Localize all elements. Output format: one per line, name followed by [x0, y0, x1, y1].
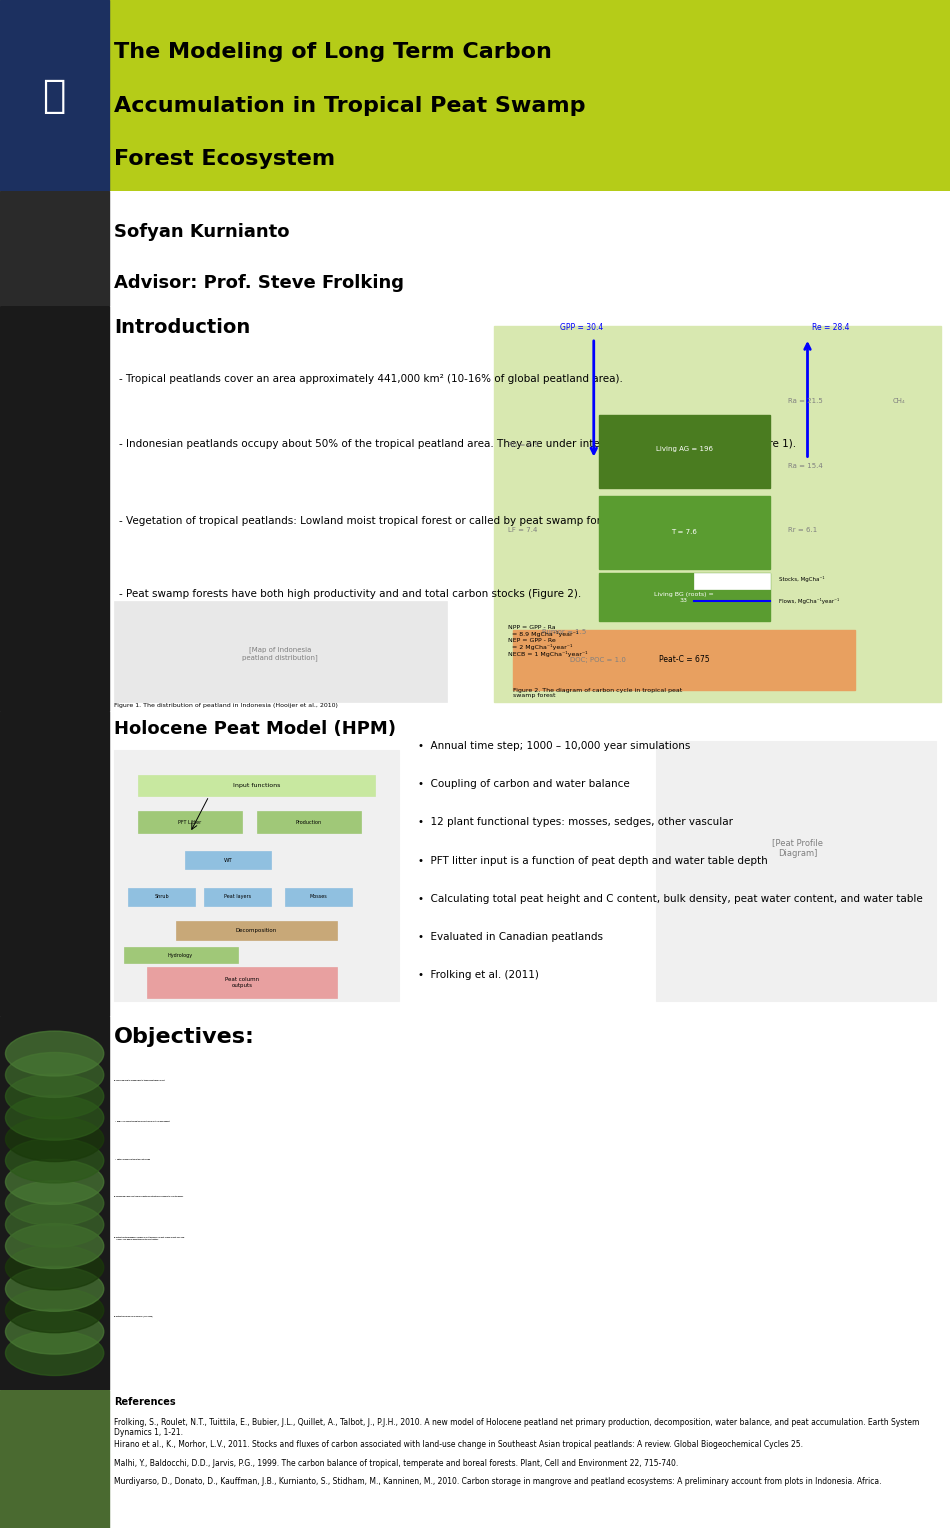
Text: •  Calculating total peat height and C content, bulk density, peat water content: • Calculating total peat height and C co… [418, 894, 922, 905]
Text: DOC; POC = 1.0: DOC; POC = 1.0 [570, 657, 626, 663]
Text: Introduction: Introduction [114, 318, 250, 336]
Text: References: References [114, 1397, 176, 1407]
Text: GPP = 30.4: GPP = 30.4 [560, 322, 604, 332]
Text: Figure 2. The diagram of carbon cycle in tropical peat
swamp forest: Figure 2. The diagram of carbon cycle in… [513, 688, 682, 698]
Bar [114, 750, 399, 1001]
Ellipse shape [6, 1138, 104, 1183]
Ellipse shape [6, 1288, 104, 1332]
Text: Holocene Peat Model (HPM): Holocene Peat Model (HPM) [114, 720, 396, 738]
Bar [128, 888, 195, 906]
Text: ⛪: ⛪ [43, 76, 66, 115]
Text: Flows, MgCha⁻¹year⁻¹: Flows, MgCha⁻¹year⁻¹ [779, 597, 839, 604]
Text: Advisor: Prof. Steve Frolking: Advisor: Prof. Steve Frolking [114, 274, 404, 292]
Text: Peat column
outputs: Peat column outputs [225, 976, 259, 989]
Ellipse shape [6, 1074, 104, 1118]
Text: Frolking, S., Roulet, N.T., Tuittila, E., Bubier, J.L., Quillet, A., Talbot, J.,: Frolking, S., Roulet, N.T., Tuittila, E.… [114, 1418, 920, 1438]
Bar [598, 416, 770, 487]
Text: Accumulation in Tropical Peat Swamp: Accumulation in Tropical Peat Swamp [114, 95, 585, 116]
Text: Hydrology: Hydrology [168, 952, 193, 958]
Text: Hirano et al., K., Morhor, L.V., 2011. Stocks and fluxes of carbon associated wi: Hirano et al., K., Morhor, L.V., 2011. S… [114, 1439, 803, 1449]
Text: •  Annual time step; 1000 – 10,000 year simulations: • Annual time step; 1000 – 10,000 year s… [418, 741, 691, 752]
Text: •  12 plant functional types: mosses, sedges, other vascular: • 12 plant functional types: mosses, sed… [418, 817, 733, 828]
Text: Sofyan Kurnianto: Sofyan Kurnianto [114, 223, 290, 241]
Text: •  Evaluated in Canadian peatlands: • Evaluated in Canadian peatlands [418, 932, 603, 943]
Ellipse shape [6, 1309, 104, 1354]
Text: Ra = 15.4: Ra = 15.4 [788, 463, 824, 469]
Text: Figure 1. The distribution of peatland in Indonesia (Hooijer et al., 2010): Figure 1. The distribution of peatland i… [114, 703, 338, 709]
Ellipse shape [6, 1117, 104, 1161]
Text: CH₄: CH₄ [893, 397, 905, 403]
Bar [138, 775, 375, 796]
Ellipse shape [6, 1203, 104, 1247]
Text: LF = 7.4: LF = 7.4 [508, 527, 538, 533]
Text: ■  Estimating the dynamical changes of peat thickness and peat carbon density ov: ■ Estimating the dynamical changes of pe… [114, 1238, 184, 1239]
Text: WT: WT [223, 857, 233, 863]
Bar [204, 888, 271, 906]
Text: Decomposition: Decomposition [236, 927, 277, 934]
Text: Living AG = 196: Living AG = 196 [656, 446, 712, 452]
Bar [256, 811, 361, 833]
Text: Murdiyarso, D., Donato, D., Kauffman, J.B., Kurnianto, S., Stidham, M., Kanninen: Murdiyarso, D., Donato, D., Kauffman, J.… [114, 1478, 882, 1487]
Text: •  PFT litter input is a function of peat depth and water table depth: • PFT litter input is a function of peat… [418, 856, 768, 866]
Text: Living BG (roots) =
33: Living BG (roots) = 33 [655, 591, 713, 602]
Text: [HPM Flow Diagram]: [HPM Flow Diagram] [214, 778, 299, 787]
Text: - Indonesian peatlands occupy about 50% of the tropical peatland area. They are : - Indonesian peatlands occupy about 50% … [119, 439, 796, 449]
Text: [Peat Profile
Diagram]: [Peat Profile Diagram] [772, 839, 824, 857]
Bar [124, 947, 238, 963]
Ellipse shape [6, 1031, 104, 1076]
Text: The Modeling of Long Term Carbon: The Modeling of Long Term Carbon [114, 41, 552, 63]
Text: Stocks, MgCha⁻¹: Stocks, MgCha⁻¹ [779, 576, 825, 582]
Ellipse shape [6, 1331, 104, 1375]
Bar [176, 921, 337, 940]
Text: Malhi, Y., Baldocchi, D.D., Jarvis, P.G., 1999. The carbon balance of tropical, : Malhi, Y., Baldocchi, D.D., Jarvis, P.G.… [114, 1459, 678, 1468]
Ellipse shape [6, 1053, 104, 1097]
Text: - Tropical peatlands cover an area approximately 441,000 km² (10-16% of global p: - Tropical peatlands cover an area appro… [119, 374, 622, 385]
Text: Production: Production [295, 819, 322, 825]
Text: Ra = 21.5: Ra = 21.5 [788, 397, 824, 403]
Bar [598, 497, 770, 568]
Bar [185, 851, 271, 869]
Text: NPP = GPP - Ra
  = 8.9 MgCha⁻¹year⁻¹
NEP = GPP - Re
  = 2 MgCha⁻¹year⁻¹
NECB = 1: NPP = GPP - Ra = 8.9 MgCha⁻¹year⁻¹ NEP =… [508, 625, 588, 657]
Bar [0, 711, 109, 1016]
Text: Shrub: Shrub [154, 894, 169, 900]
Text: Re = 28.4: Re = 28.4 [812, 322, 849, 332]
Text: - Peat swamp forests have both high productivity and and total carbon stocks (Fi: - Peat swamp forests have both high prod… [119, 588, 581, 599]
Text: Rumor = 1.5: Rumor = 1.5 [542, 628, 586, 634]
Ellipse shape [6, 1160, 104, 1204]
Text: •  Frolking et al. (2011): • Frolking et al. (2011) [418, 970, 539, 981]
Text: Input functions: Input functions [233, 782, 280, 788]
Bar [0, 306, 109, 711]
Text: - Vegetation of tropical peatlands: Lowland moist tropical forest or called by p: - Vegetation of tropical peatlands: Lowl… [119, 516, 619, 526]
Ellipse shape [6, 1267, 104, 1311]
Text: Forest Ecosystem: Forest Ecosystem [114, 148, 335, 170]
Bar [138, 811, 242, 833]
Ellipse shape [6, 1096, 104, 1140]
Bar [285, 888, 352, 906]
Text: Objectives:: Objectives: [114, 1027, 255, 1047]
Bar [494, 325, 940, 703]
Ellipse shape [6, 1224, 104, 1268]
Text: Peat layers: Peat layers [224, 894, 251, 900]
Text: Rr = 6.1: Rr = 6.1 [788, 527, 818, 533]
Bar [0, 1016, 109, 1390]
Ellipse shape [6, 1245, 104, 1290]
Bar [513, 630, 855, 691]
Text: Mosses: Mosses [310, 894, 327, 900]
Ellipse shape [6, 1181, 104, 1225]
Bar [147, 967, 337, 998]
Bar [0, 1390, 109, 1528]
Text: [Map of Indonesia
peatland distribution]: [Map of Indonesia peatland distribution] [242, 646, 318, 662]
Text: ■  Estimating carbon cycle variables (NPP, NECB): ■ Estimating carbon cycle variables (NPP… [114, 1316, 152, 1317]
Bar [694, 573, 770, 588]
Text: Rh = 6.9: Rh = 6.9 [508, 442, 540, 448]
Text: T = 7.6: T = 7.6 [671, 529, 697, 535]
Bar [0, 191, 109, 306]
Bar [114, 601, 446, 703]
Bar [656, 741, 936, 1001]
Text: Peat-C = 675: Peat-C = 675 [658, 656, 710, 665]
Bar [0, 0, 109, 191]
Bar [598, 573, 770, 622]
Text: •  Coupling of carbon and water balance: • Coupling of carbon and water balance [418, 779, 630, 790]
Text: PFT Litter: PFT Litter [179, 819, 201, 825]
